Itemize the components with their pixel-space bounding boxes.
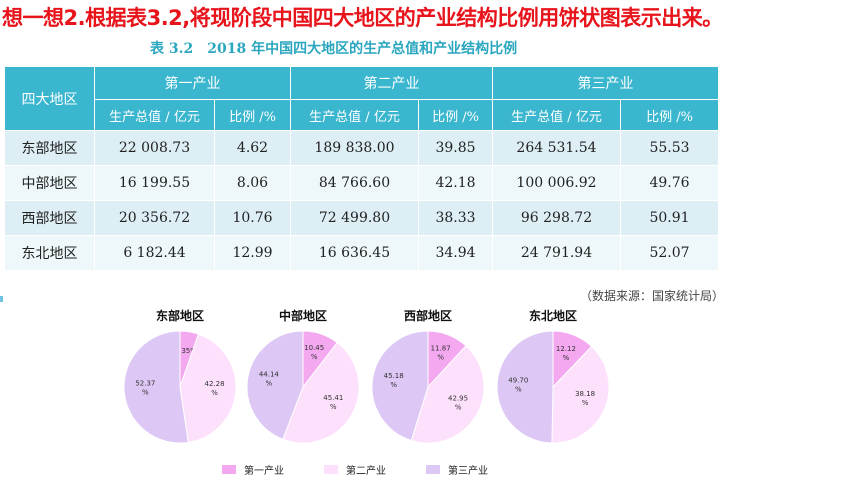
cell-value: 264 531.54 [492,130,621,166]
table-row: 中部地区 16 199.55 8.06 84 766.60 42.18 100 … [4,165,719,201]
cell-ratio: 49.76 [620,165,719,201]
cell-value: 84 766.60 [290,165,419,201]
cell-ratio: 34.94 [418,235,493,271]
table-row: 西部地区 20 356.72 10.76 72 499.80 38.33 96 … [4,200,719,236]
legend-swatch [426,465,440,474]
pie-slice-label: 5.35% [175,347,198,355]
cell-ratio: 12.99 [214,235,291,271]
cell-region: 东北地区 [4,235,95,271]
pie-slice-label: 38.18% [575,390,595,407]
subheader-value: 生产总值 / 亿元 [290,99,419,131]
header-industry-2: 第二产业 [290,66,493,100]
pie-slice [551,345,610,444]
cell-value: 20 356.72 [94,200,215,236]
pie-title: 西部地区 [404,308,452,323]
pie-slice-label: 49.70% [508,377,528,394]
pie-slice-label: 44.14% [259,371,280,388]
pie-slice-label: 11.87% [431,345,451,362]
data-table: 四大地区 第一产业 第二产业 第三产业 生产总值 / 亿元 比例 /% 生产总值… [4,66,719,271]
pie-slice [371,330,429,442]
cell-ratio: 55.53 [620,130,719,166]
legend-item: 第三产业 [426,462,488,477]
cell-ratio: 52.07 [620,235,719,271]
pie-slice [282,341,360,444]
pie-slice [410,345,485,444]
cell-ratio: 4.62 [214,130,291,166]
pie-slice [123,330,189,444]
pie-slice [496,330,554,444]
data-source-note: （数据来源：国家统计局） [580,289,725,303]
subheader-ratio: 比例 /% [214,99,291,131]
subheader-ratio: 比例 /% [620,99,719,131]
legend-item: 第二产业 [324,462,386,477]
cell-value: 6 182.44 [94,235,215,271]
pie-title: 中部地区 [279,308,327,323]
cell-value: 24 791.94 [492,235,621,271]
legend-label: 第二产业 [346,466,386,477]
edge-marker [0,296,3,302]
page-heading: 想一想2.根据表3.2,将现阶段中国四大地区的产业结构比例用饼状图表示出来。 [2,6,723,30]
cell-ratio: 10.76 [214,200,291,236]
cell-ratio: 42.18 [418,165,493,201]
pie-slice [179,333,237,443]
header-industry-1: 第一产业 [94,66,291,100]
pie-slice [246,330,304,440]
pie-slice-label: 12.12% [556,345,576,362]
pie-slice-label: 45.41% [323,394,343,411]
cell-ratio: 38.33 [418,200,493,236]
chart-legend: 第一产业 第二产业 第三产业 [222,462,488,477]
cell-value: 96 298.72 [492,200,621,236]
cell-value: 16 636.45 [290,235,419,271]
cell-value: 22 008.73 [94,130,215,166]
pie-slice-label: 10.45% [304,344,324,361]
header-region: 四大地区 [4,66,95,131]
cell-region: 东部地区 [4,130,95,166]
cell-value: 189 838.00 [290,130,419,166]
pie-slice-label: 45.18% [384,372,404,389]
cell-value: 72 499.80 [290,200,419,236]
legend-swatch [324,465,338,474]
cell-ratio: 50.91 [620,200,719,236]
legend-label: 第三产业 [448,466,488,477]
table-row: 东部地区 22 008.73 4.62 189 838.00 39.85 264… [4,130,719,166]
table-title: 表 3.2 2018 年中国四大地区的生产总值和产业结构比例 [150,41,518,57]
subheader-ratio: 比例 /% [418,99,493,131]
cell-value: 16 199.55 [94,165,215,201]
table-row: 东北地区 6 182.44 12.99 16 636.45 34.94 24 7… [4,235,719,271]
legend-label: 第一产业 [244,466,284,477]
data-table-container: 四大地区 第一产业 第二产业 第三产业 生产总值 / 亿元 比例 /% 生产总值… [4,66,719,271]
pie-charts: 东部地区 5.35% 42.28 % 52.37 % 中部地区 10.45 % 45.41 % 44.… [123,308,610,444]
pie-title: 东北地区 [529,308,577,323]
pie-slice-label: 42.28% [205,380,225,397]
pie-slice-label: 42.95% [448,394,468,411]
subheader-value: 生产总值 / 亿元 [492,99,621,131]
cell-region: 西部地区 [4,200,95,236]
pie-slice-label: 52.37% [135,380,155,397]
cell-ratio: 8.06 [214,165,291,201]
subheader-value: 生产总值 / 亿元 [94,99,215,131]
header-industry-3: 第三产业 [492,66,719,100]
legend-swatch [222,465,236,474]
pie-title: 东部地区 [156,308,204,323]
cell-value: 100 006.92 [492,165,621,201]
legend-item: 第一产业 [222,462,284,477]
cell-region: 中部地区 [4,165,95,201]
cell-ratio: 39.85 [418,130,493,166]
